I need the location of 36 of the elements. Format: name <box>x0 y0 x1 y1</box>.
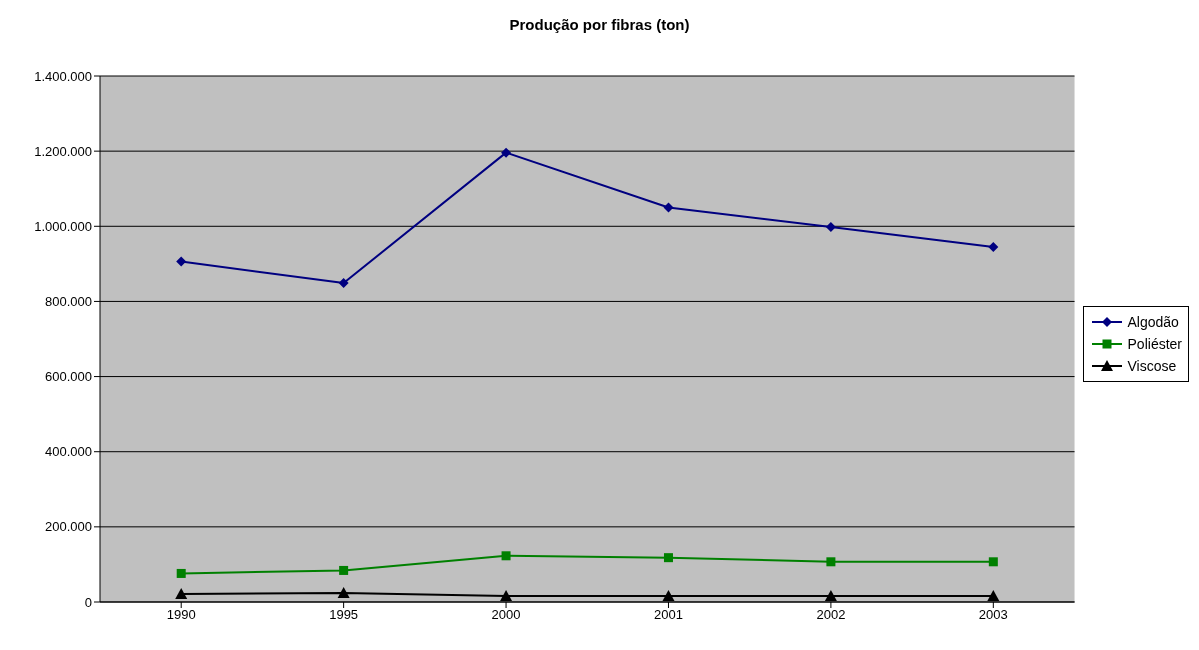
point <box>988 557 998 567</box>
chart-title: Produção por fibras (ton) <box>508 15 691 35</box>
x-tick-label: 2003 <box>978 607 1008 623</box>
point <box>826 557 836 567</box>
y-tick-label: 800.000 <box>45 294 92 310</box>
legend-label: Poliéster <box>1127 336 1182 352</box>
y-tick-label: 1.000.000 <box>34 218 92 234</box>
y-tick-label: 0 <box>84 594 92 610</box>
y-tick-label: 1.200.000 <box>34 143 92 159</box>
legend-label: Viscose <box>1127 358 1177 374</box>
point <box>987 589 1000 601</box>
point <box>663 202 674 213</box>
point <box>662 589 675 601</box>
point <box>663 553 673 563</box>
point <box>176 256 187 267</box>
point <box>175 588 188 600</box>
y-tick-label: 400.000 <box>45 444 92 460</box>
point <box>825 222 836 233</box>
point <box>338 278 349 289</box>
point <box>500 589 513 601</box>
point <box>501 147 512 158</box>
y-tick-label: 600.000 <box>45 369 92 385</box>
point <box>339 565 349 575</box>
y-tick-label: 1.400.000 <box>34 68 92 84</box>
point <box>988 241 999 252</box>
point <box>337 586 350 598</box>
point <box>501 551 511 561</box>
x-tick-label: 1990 <box>166 607 196 623</box>
x-tick-label: 2000 <box>491 607 521 623</box>
y-tick-label: 200.000 <box>45 519 92 535</box>
x-tick-label: 2002 <box>816 607 846 623</box>
x-tick-label: 2001 <box>654 607 683 623</box>
point <box>824 589 837 601</box>
legend-label: Algodão <box>1127 314 1179 330</box>
point <box>176 568 186 578</box>
x-tick-label: 1995 <box>329 607 359 623</box>
